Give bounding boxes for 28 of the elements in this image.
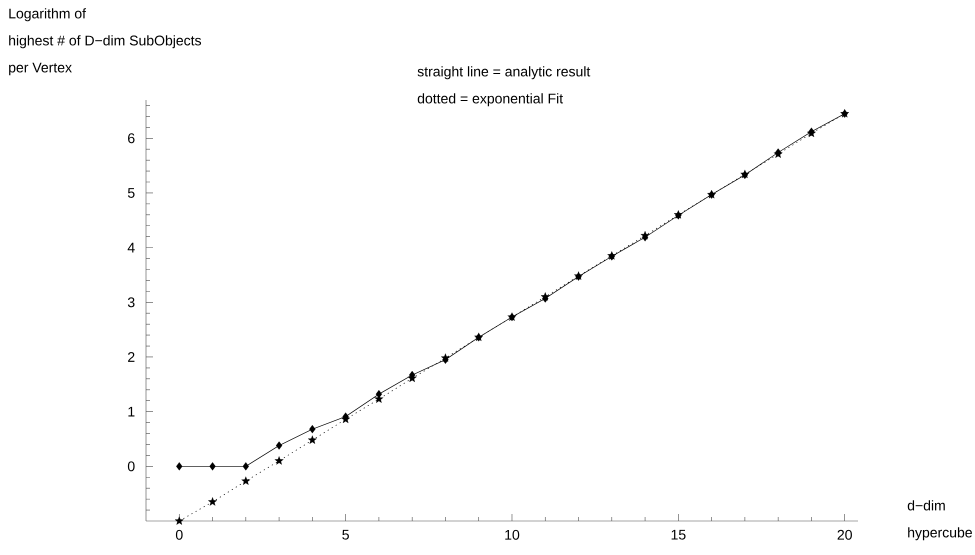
point: [208, 497, 217, 506]
point: [441, 353, 450, 362]
x-tick-label: 5: [342, 530, 349, 540]
y-axis-title: Logarithm of highest # of D−dim SubObjects per Vertex: [9, 8, 202, 76]
y-tick-label: 4: [128, 242, 135, 252]
x-axis-title: d−dim hypercube: [908, 500, 972, 540]
y-tick-label: 0: [128, 461, 135, 472]
point: [276, 441, 282, 450]
x-tick-label: 10: [505, 530, 520, 540]
annotation: dotted = exponential Fit: [418, 93, 564, 106]
y-tick-label: 6: [128, 133, 135, 144]
point: [274, 456, 284, 465]
point: [174, 516, 184, 525]
point: [176, 462, 182, 470]
y-tick-label: 2: [128, 352, 134, 362]
point: [640, 230, 650, 240]
point: [308, 435, 317, 444]
point: [209, 462, 216, 470]
y-tick-label: 5: [128, 188, 135, 198]
x-tick-label: 15: [672, 530, 686, 540]
point: [309, 424, 316, 434]
y-tick-label: 3: [128, 297, 135, 308]
x-tick-label: 0: [176, 530, 183, 540]
x-tick-label: 20: [838, 530, 852, 540]
text: straight line = analytic result: [418, 66, 590, 80]
point: [241, 476, 250, 485]
point: [242, 462, 249, 470]
y-tick-label: 1: [128, 406, 134, 416]
